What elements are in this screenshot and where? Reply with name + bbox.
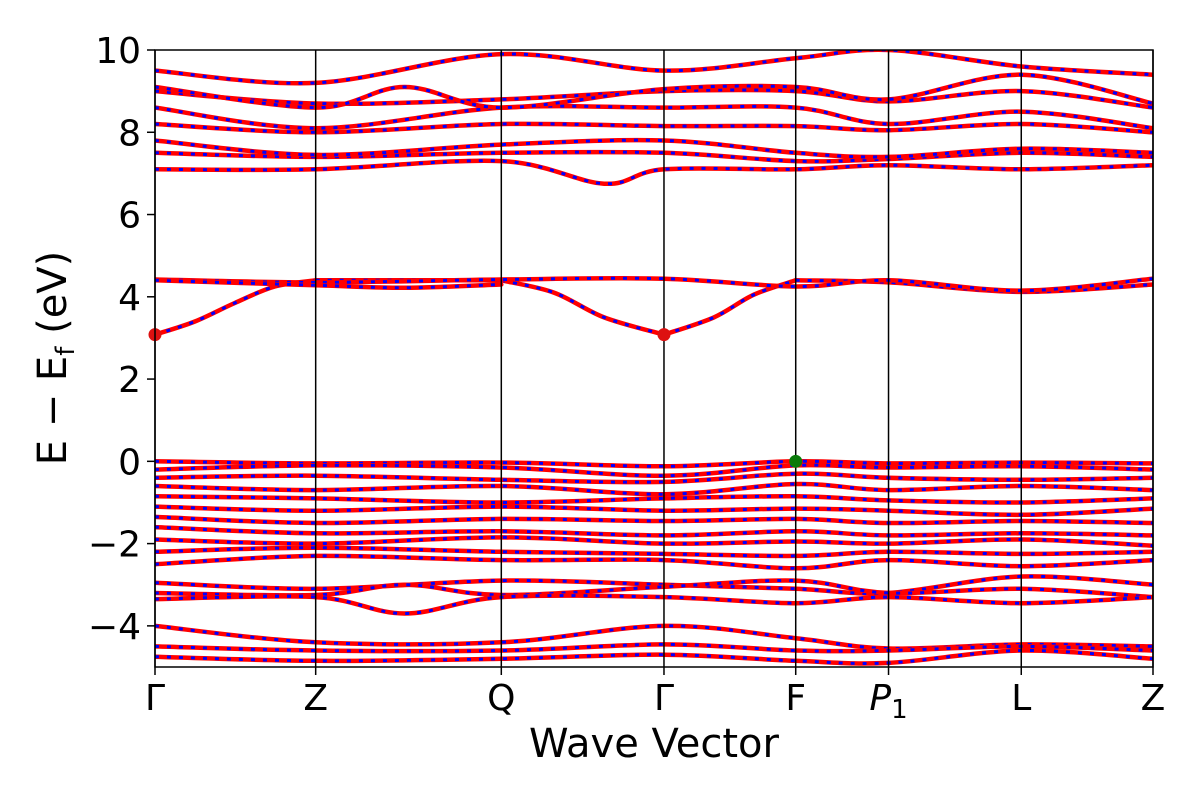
band-24 [155, 535, 1153, 548]
y-tick-label: −2 [88, 525, 141, 566]
plot-frame [154, 49, 1154, 668]
band-26 [155, 553, 1153, 571]
y-tick-label: 10 [95, 31, 141, 72]
band-line-dashed [155, 50, 1153, 85]
band-23 [155, 524, 1153, 538]
band-line-dashed [155, 278, 502, 290]
band-8 [155, 158, 1153, 186]
band-line-dashed [155, 494, 1153, 505]
band-edge-markers [148, 328, 803, 468]
band-line-dashed [155, 505, 1153, 517]
band-line [155, 553, 1153, 571]
band-13 [155, 87, 1153, 110]
y-tick-label: −4 [88, 607, 141, 648]
band-line-dashed [155, 515, 1153, 525]
band-32 [155, 648, 1153, 666]
x-tick-label: Q [487, 678, 515, 719]
band-20 [155, 494, 1153, 505]
band-line [155, 158, 1153, 186]
band-line-dashed [155, 648, 1153, 665]
y-axis-label-main: E − E [30, 356, 76, 466]
band-7 [155, 278, 504, 291]
y-axis-label-unit: (eV) [30, 251, 76, 347]
band-line [155, 593, 1153, 616]
y-tick-label: 4 [118, 278, 141, 319]
y-tick-label: 0 [118, 442, 141, 483]
band-line-dashed [155, 574, 1153, 595]
band-line-dashed [155, 278, 316, 337]
x-axis-label: Wave Vector [529, 721, 780, 767]
band-line-dashed [155, 472, 1153, 484]
band-line-dashed [155, 482, 1153, 496]
cbm-marker [657, 328, 671, 342]
band-line [155, 504, 1153, 518]
band-line [661, 278, 798, 337]
x-tick-label-subscript: 1 [891, 695, 908, 725]
y-axis-ticks: −4 −2 0 2 4 6 8 10 [88, 31, 155, 648]
x-tick-label: Γ [145, 678, 165, 719]
band-21 [155, 504, 1153, 518]
vbm-marker [789, 454, 803, 468]
x-tick-label: Γ [654, 678, 674, 719]
y-tick-label: 2 [118, 360, 141, 401]
band-line-dashed [155, 138, 1153, 159]
band-29 [155, 593, 1153, 616]
band-19 [155, 481, 1153, 497]
band-line-dashed [155, 554, 1153, 570]
band-line [155, 494, 1153, 505]
band-31 [155, 642, 1153, 654]
band-line [155, 50, 1153, 86]
band-12 [155, 103, 1153, 131]
band-line-dashed [155, 624, 1153, 651]
band-line-dashed [155, 546, 1153, 558]
band-17 [155, 462, 1153, 478]
band-25 [155, 545, 1153, 559]
x-tick-label: Z [1141, 678, 1166, 719]
band-line [155, 87, 1153, 110]
band-line-dashed [155, 88, 1153, 110]
x-tick-label: P1 [869, 678, 907, 725]
x-tick-label: Z [303, 678, 328, 719]
band-line-dashed [155, 535, 1153, 548]
band-line [155, 524, 1153, 538]
band-line-dashed [500, 278, 665, 337]
band-line [155, 535, 1153, 548]
band-10 [155, 137, 1153, 160]
band-line-dashed [155, 642, 1153, 653]
band-line-dashed [155, 276, 1153, 293]
band-1 [155, 278, 318, 337]
x-tick-label: F [785, 678, 806, 719]
y-tick-label: 8 [118, 113, 141, 154]
band-3 [499, 278, 667, 337]
band-line-dashed [155, 122, 1153, 134]
band-6 [155, 275, 1153, 293]
x-tick-label: L [1011, 678, 1031, 719]
x-axis-ticks: Γ Z Q Γ F P1 L Z [145, 667, 1165, 725]
band-4 [661, 278, 798, 337]
y-axis-label: E − Ef (eV) [30, 251, 81, 466]
band-18 [155, 471, 1153, 485]
band-line-dashed [155, 463, 1153, 478]
band-11 [155, 121, 1153, 135]
band-line-dashed [155, 104, 1153, 130]
band-line-dashed [155, 525, 1153, 537]
band-line [155, 514, 1153, 526]
band-lines [155, 50, 1153, 666]
y-tick-label: 6 [118, 196, 141, 237]
band-22 [155, 514, 1153, 526]
band-line [155, 481, 1153, 497]
y-axis-label-subscript: f [51, 346, 81, 356]
band-line-dashed [155, 578, 1153, 599]
band-15 [155, 50, 1153, 86]
